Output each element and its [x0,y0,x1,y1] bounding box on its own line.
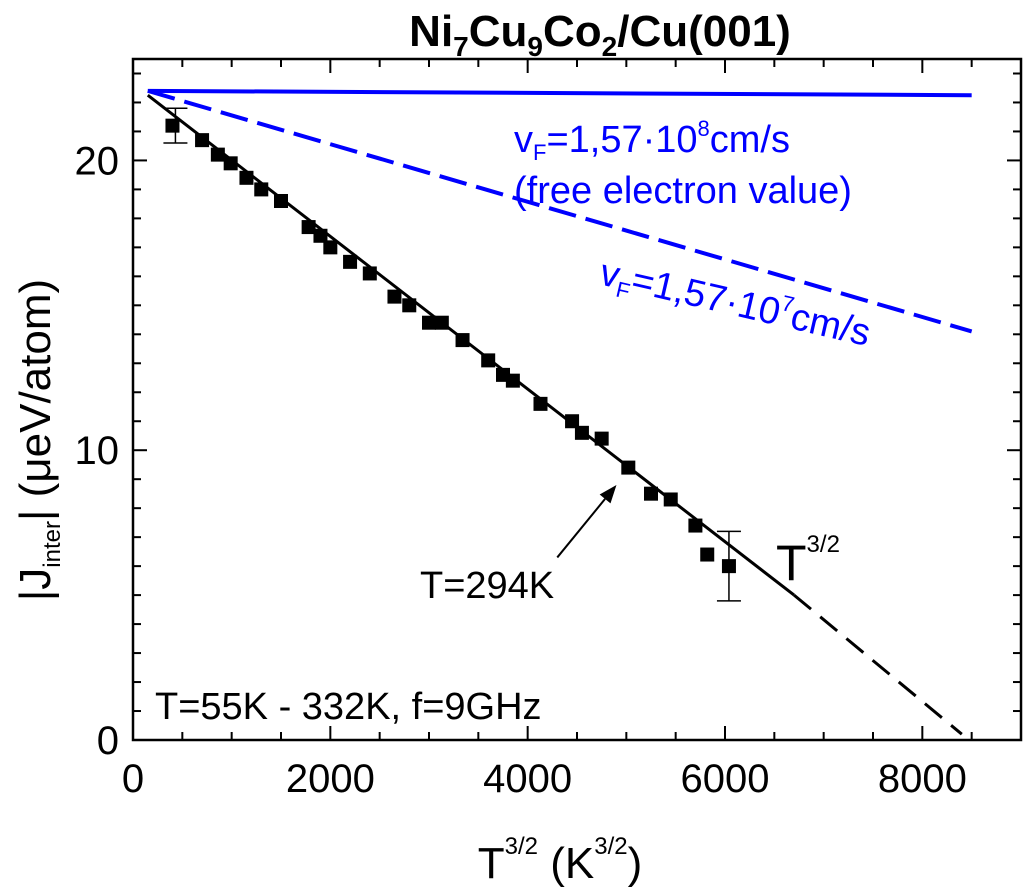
y-tick-label: 10 [75,429,120,473]
annotation-conditions: T=55K - 332K, f=9GHz [155,686,542,728]
data-point [455,333,470,348]
line-fit-solid [146,94,795,597]
tick-labels: 0 2000 4000 6000 8000 0 10 20 [75,139,967,801]
data-point [362,266,377,281]
x-tick-label: 0 [122,757,144,801]
line-vf-1.57e8 [147,88,972,98]
line-fit-dashed [793,593,963,736]
data-point [434,315,449,330]
x-tick-label: 6000 [681,757,770,801]
data-point [387,289,402,304]
data-point [323,240,338,255]
data-point [481,353,496,368]
data-point [565,414,580,429]
x-tick-label: 2000 [286,757,375,801]
data-points [165,118,736,574]
chart-lines [146,88,973,736]
y-tick-label: 20 [75,139,120,183]
y-tick-label: 0 [97,719,119,763]
line-vf-1.57e7 [147,88,973,334]
data-point [621,460,636,475]
plot-frame [131,57,1023,742]
data-point [533,396,548,411]
data-point [574,425,589,440]
data-point [594,431,609,446]
data-point [165,118,180,133]
data-point [239,170,254,185]
annotation-arrow [556,498,606,559]
x-axis-label: T3/2 (K3/2) [478,833,643,888]
data-point [274,193,288,208]
error-bars [163,107,741,602]
annotation-t32: T3/2 [776,531,840,591]
annotation-t294: T=294K [420,565,554,607]
data-point [210,147,225,162]
data-point [301,220,316,235]
data-point [254,182,269,197]
data-point [505,373,520,388]
data-point [644,486,658,501]
data-point [721,559,736,574]
data-point [663,492,678,507]
y-axis-label: |Jinter| (μeV/atom) [11,279,66,601]
data-point [195,133,210,148]
annotation-arrow-head [599,484,617,504]
data-point [700,547,715,562]
data-point [422,315,436,330]
data-point [688,518,703,533]
data-point [223,156,238,171]
x-tick-label: 8000 [878,757,967,801]
x-tick-label: 4000 [483,757,572,801]
axis-ticks [132,59,1022,741]
data-point [402,298,417,313]
annotation-vf8: vF=1,57·108cm/s [514,116,790,165]
data-point [343,254,358,269]
data-point [313,228,328,243]
chart-title: Ni7Cu9Co2/Cu(001) [409,7,791,62]
annotation-free-electron: (free electron value) [514,170,852,212]
annotation-vf7: vF=1,57·107cm/s [595,249,875,359]
